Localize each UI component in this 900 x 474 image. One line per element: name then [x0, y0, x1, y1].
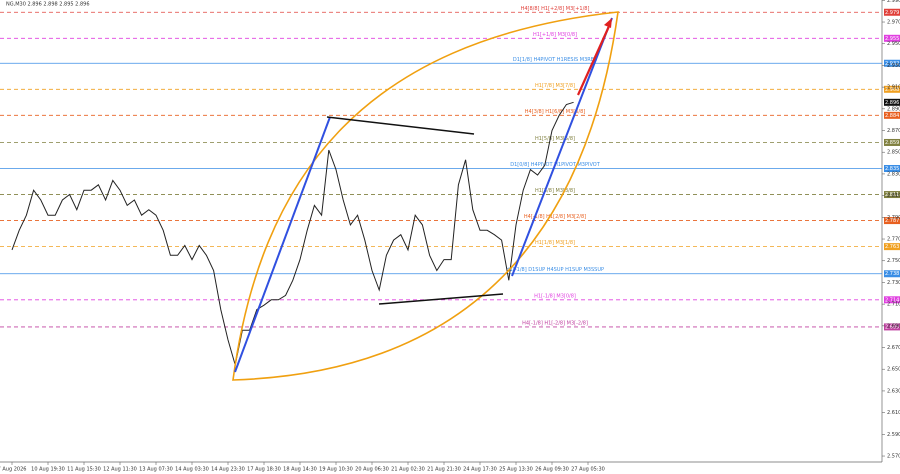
y-tick-label: 2.590 — [887, 432, 900, 438]
trend-line — [511, 17, 613, 277]
trend-line — [234, 116, 331, 373]
price-tag — [884, 191, 900, 199]
x-tick-label: 10 Aug 19:30 — [31, 467, 65, 473]
level-label: H4[-1/8] H1[2/8] M3[2/8] — [524, 214, 586, 220]
channel-line — [326, 116, 475, 135]
level-label: H1[+1/8] M3[0/8] — [533, 32, 577, 38]
price — [11, 101, 574, 366]
price-tag-label: 2.714 — [885, 297, 899, 303]
x-tick-label: 24 Aug 17:30 — [463, 467, 497, 473]
price-tag-label: 2.738 — [885, 271, 899, 277]
price-tag — [884, 296, 900, 304]
x-tick-label: 27 Aug 05:30 — [571, 467, 605, 473]
price-tag-label: 2.689 — [885, 324, 899, 330]
price-tag — [884, 85, 900, 93]
x-tick-label: 21 Aug 21:30 — [427, 467, 461, 473]
x-tick-label: 17 Aug 18:30 — [247, 467, 281, 473]
level-label: H4[8/8] H1[+2/8] M3[+1/8] — [521, 6, 590, 12]
price-tag — [884, 165, 900, 173]
y-tick-label: 2.890 — [887, 106, 900, 112]
y-tick-label: 2.670 — [887, 345, 900, 351]
price-tag-label: 2.787 — [885, 218, 899, 224]
level-label: H4[3/8] H1[6/8] M3[6/8] — [525, 109, 585, 115]
levels: H4[8/8] H1[+2/8] M3[+1/8] 2.979 H1[+1/8] M… — [0, 6, 900, 331]
level-label: H1[3/8] M3[3/8] — [535, 188, 575, 194]
channel-line — [378, 293, 504, 305]
y-tick-label: 2.650 — [887, 367, 900, 373]
y-tick-label: 2.910 — [887, 85, 900, 91]
price-tag-label: 2.932 — [885, 61, 899, 67]
price-line — [11, 101, 574, 366]
y-tick-label: 2.730 — [887, 280, 900, 286]
x-tick-label: 19 Aug 10:30 — [319, 467, 353, 473]
price-tag — [884, 270, 900, 278]
arrow-head — [604, 18, 612, 28]
y-tick-label: 2.690 — [887, 323, 900, 329]
x-tick-label: 25 Aug 13:30 — [499, 467, 533, 473]
level-label: H1[-1/8] D1SUP H4SUP H1SUP M3SSUP — [506, 267, 604, 273]
price-tag-label: 2.811 — [885, 192, 899, 198]
price-tag — [884, 138, 900, 146]
y-tick-label: 2.750 — [887, 258, 900, 264]
x-tick-label: 26 Aug 09:30 — [535, 467, 569, 473]
drawings — [232, 11, 619, 381]
level-label: H1[5/8] M3[5/8] — [535, 136, 575, 142]
price-tag-label: 2.908 — [885, 87, 899, 93]
level-label: H1[7/8] M3[7/8] — [535, 83, 575, 89]
y-tick-label: 2.710 — [887, 302, 900, 308]
current-price-tag — [884, 98, 900, 106]
price-tag-label: 2.859 — [885, 140, 899, 146]
price-tag — [884, 217, 900, 225]
price-tag-label: 2.884 — [885, 113, 899, 119]
y-tick-label: 2.810 — [887, 193, 900, 199]
price-tag-label: 2.835 — [885, 166, 899, 172]
price-tag-label: 2.979 — [885, 10, 899, 16]
y-tick-label: 2.970 — [887, 20, 900, 26]
price-tag — [884, 111, 900, 119]
y-tick-label: 2.610 — [887, 410, 900, 416]
level-label: D1[1/8] H4PIVOT H1RESIS M3RES — [513, 57, 597, 63]
x-tick-label: 14 Aug 03:30 — [175, 467, 209, 473]
price-tag-label: 2.955 — [885, 36, 899, 42]
level-label: H1[-1/8] M3[0/8] — [534, 293, 576, 299]
x-tick-label: 18 Aug 14:30 — [283, 467, 317, 473]
x-tick-label: 21 Aug 02:30 — [391, 467, 425, 473]
price-tag — [884, 34, 900, 42]
x-tick-label: 20 Aug 06:30 — [355, 467, 389, 473]
y-tick-label: 2.770 — [887, 237, 900, 243]
y-tick-label: 2.850 — [887, 150, 900, 156]
y-tick-label: 2.870 — [887, 128, 900, 134]
y-tick-label: 2.790 — [887, 215, 900, 221]
chart-title: NG,M30 2.896 2.898 2.895 2.896 — [6, 2, 90, 8]
y-tick-label: 2.570 — [887, 454, 900, 460]
y-tick-label: 2.630 — [887, 388, 900, 394]
level-label: H4[-1/8] H1[-2/8] M3[-2/8] — [522, 320, 588, 326]
y-tick-label: 2.950 — [887, 41, 900, 47]
x-tick-label: 14 Aug 23:30 — [211, 467, 245, 473]
y-tick-label: 2.930 — [887, 63, 900, 69]
x-tick-label: 7 Aug 2026 — [0, 467, 26, 473]
y-tick-label: 2.830 — [887, 171, 900, 177]
price-tag-label: 2.763 — [885, 244, 899, 250]
y-tick-label: 2.990 — [887, 0, 900, 4]
price-tag — [884, 8, 900, 16]
x-tick-label: 11 Aug 15:30 — [67, 467, 101, 473]
arrow — [576, 23, 612, 96]
x-tick-label: 13 Aug 07:30 — [139, 467, 173, 473]
price-tag — [884, 323, 900, 331]
curve-annotation — [232, 11, 619, 381]
current-price-label: 2.896 — [885, 100, 899, 106]
level-label: H1[1/8] M3[1/8] — [535, 240, 575, 246]
x-tick-label: 12 Aug 11:30 — [103, 467, 137, 473]
price-tag — [884, 59, 900, 67]
price-tag — [884, 243, 900, 251]
